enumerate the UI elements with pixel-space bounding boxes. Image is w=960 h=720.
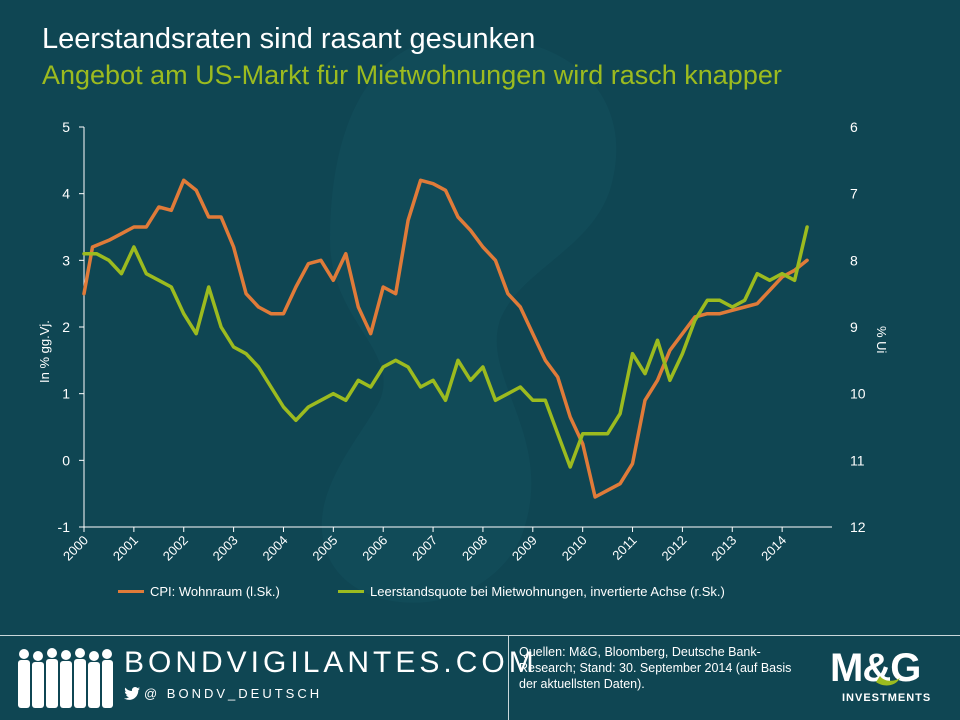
x-tick-label: 2008 (459, 533, 490, 564)
background-watermark (0, 0, 960, 640)
x-tick-label: 2004 (260, 533, 291, 564)
x-tick-label: 2009 (509, 533, 540, 564)
logo-text: M&G (830, 646, 921, 690)
right-tick-label: 8 (850, 252, 858, 268)
legend-swatch-vacancy (338, 590, 364, 593)
left-tick-label: -1 (58, 519, 71, 535)
right-tick-label: 6 (850, 119, 858, 135)
left-tick-label: 1 (62, 386, 70, 402)
people-silhouettes-icon (18, 648, 113, 708)
chart-title: Leerstandsraten sind rasant gesunken (42, 23, 536, 55)
mg-logo: M&G INVESTMENTS (830, 646, 948, 712)
twitter-handle[interactable]: @ BONDV_DEUTSCH (124, 686, 322, 701)
source-note: Quellen: M&G, Bloomberg, Deutsche Bank-R… (508, 636, 813, 720)
x-tick-label: 2011 (609, 533, 639, 563)
right-tick-labels: 6 7 8 9 10 11 12 (850, 119, 866, 535)
right-tick-label: 7 (850, 186, 858, 202)
x-tick-label: 2003 (210, 533, 241, 564)
footer-bar: BONDVIGILANTES.COM @ BONDV_DEUTSCH Quell… (0, 635, 960, 720)
x-tick-label: 2006 (359, 533, 390, 564)
left-tick-label: 0 (62, 452, 70, 468)
x-tick-label: 2007 (409, 533, 440, 564)
brand-name[interactable]: BONDVIGILANTES.COM (124, 646, 538, 679)
y-axis-label-left: In % gg.Vj. (37, 320, 52, 383)
legend-item-vacancy: Leerstandsquote bei Mietwohnungen, inver… (338, 584, 725, 599)
x-tick-label: 2000 (60, 533, 91, 564)
chart-legend: CPI: Wohnraum (l.Sk.) Leerstandsquote be… (118, 584, 878, 608)
right-tick-label: 11 (850, 452, 865, 468)
series-line-vacancy (82, 225, 809, 469)
left-tick-label: 3 (62, 252, 70, 268)
twitter-bird-icon (124, 687, 140, 700)
legend-item-cpi: CPI: Wohnraum (l.Sk.) (118, 584, 280, 599)
x-tick-label: 2013 (708, 533, 739, 564)
left-tick-label: 4 (62, 186, 70, 202)
x-tick-label: 2014 (758, 533, 789, 564)
legend-label-cpi: CPI: Wohnraum (l.Sk.) (150, 584, 280, 599)
left-tick-label: 2 (62, 319, 70, 335)
x-tick-labels: 2000 2001 2002 2003 2004 2005 2006 2007 2008 2009… (60, 527, 789, 564)
left-tick-label: 5 (62, 119, 70, 135)
right-tick-label: 9 (850, 319, 858, 335)
right-tick-label: 12 (850, 519, 866, 535)
left-tick-labels: 5 4 3 2 1 0 -1 (58, 119, 84, 535)
x-tick-label: 2002 (160, 533, 191, 564)
chart-subtitle: Angebot am US-Markt für Mietwohnungen wi… (42, 60, 782, 90)
y-axis-label-right: % Ui (874, 326, 889, 354)
twitter-handle-text: @ BONDV_DEUTSCH (144, 686, 323, 701)
legend-label-vacancy: Leerstandsquote bei Mietwohnungen, inver… (370, 584, 725, 599)
x-tick-label: 2005 (309, 533, 340, 564)
series-line-cpi (82, 178, 809, 499)
legend-swatch-cpi (118, 590, 144, 593)
logo-subtext: INVESTMENTS (842, 692, 932, 704)
series-lines (82, 178, 809, 499)
x-tick-label: 2001 (110, 533, 141, 564)
logo-ampersand-accent (876, 676, 900, 686)
right-tick-label: 10 (850, 386, 866, 402)
x-tick-label: 2010 (559, 533, 590, 564)
x-tick-label: 2012 (658, 533, 689, 564)
